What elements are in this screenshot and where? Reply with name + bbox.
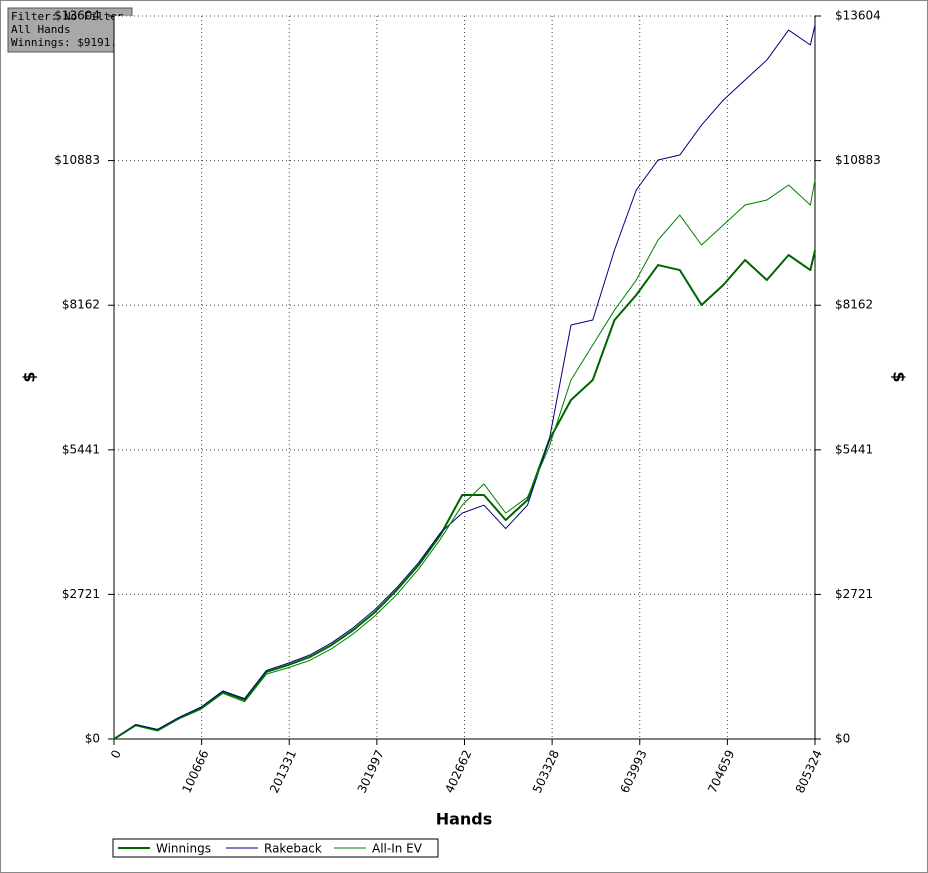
y2-tick-label: $0 [835, 732, 850, 746]
y2-tick-label: $13604 [835, 9, 881, 23]
y-tick-label: $2721 [62, 587, 100, 601]
legend-label: All-In EV [372, 842, 423, 856]
info-box-bg [7, 7, 133, 53]
legend-box [112, 838, 439, 858]
legend-label: Winnings [156, 842, 211, 856]
y2-tick-label: $2721 [835, 587, 873, 601]
x-axis-label: Hands [436, 810, 493, 829]
y2-tick-label: $5441 [835, 442, 873, 456]
y-tick-label: $13604 [54, 9, 100, 23]
series-line [113, 179, 816, 740]
info-box: Filter: No Filter All Hands Winnings: $9… [7, 7, 133, 53]
legend: Winnings Rakeback All-In EV [112, 838, 439, 858]
y-tick-label: $10883 [54, 153, 100, 167]
info-line: Winnings: $9191.76 [11, 36, 130, 49]
legend-label: Rakeback [264, 842, 322, 856]
y-tick-label: $5441 [62, 442, 100, 456]
y-tick-label: $8162 [62, 298, 100, 312]
info-line: Filter: No Filter [11, 10, 124, 23]
series-line [113, 24, 816, 740]
y-tick-label: $0 [85, 732, 100, 746]
y2-tick-label: $8162 [835, 298, 873, 312]
y2-axis-label: $ [890, 371, 909, 382]
y-axis-label: $ [20, 371, 39, 382]
info-line: All Hands [11, 23, 71, 36]
y2-tick-label: $10883 [835, 153, 881, 167]
